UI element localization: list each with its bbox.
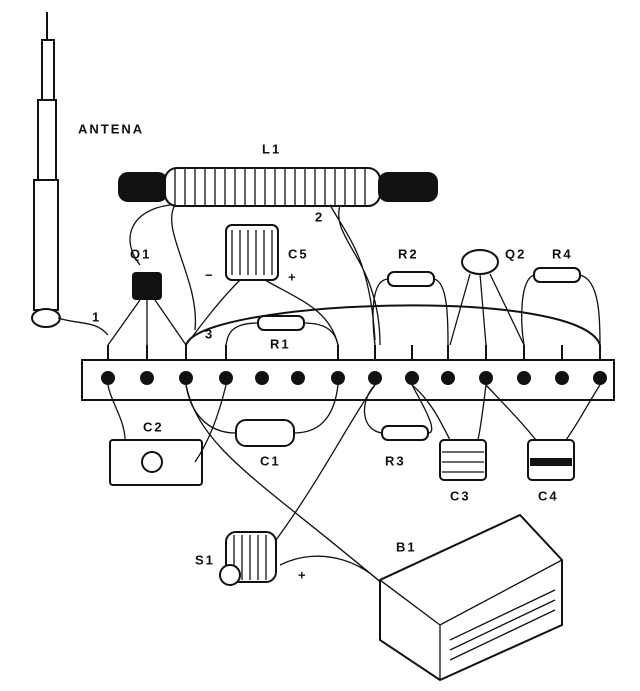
- drawing: [31, 12, 615, 682]
- label: 3: [205, 326, 214, 341]
- label: C4: [538, 488, 559, 503]
- label: R2: [398, 246, 419, 261]
- label: +: [288, 269, 298, 284]
- label: R4: [552, 246, 573, 261]
- label: 2: [315, 209, 324, 224]
- label: 1: [92, 309, 101, 324]
- label: S1: [195, 552, 215, 567]
- label: L1: [262, 141, 281, 156]
- label: C3: [450, 488, 471, 503]
- label: Q1: [130, 246, 151, 261]
- labels: ANTENA L1 Q1 C5 − + R2 Q2 R4 1 2 3 R1 C2…: [78, 121, 573, 582]
- label: C1: [260, 453, 281, 468]
- label: Q2: [505, 246, 526, 261]
- label: R1: [270, 336, 291, 351]
- label: +: [298, 567, 308, 582]
- label: ANTENA: [78, 121, 144, 136]
- label: C2: [143, 419, 164, 434]
- label: C5: [288, 246, 309, 261]
- label: R3: [385, 453, 406, 468]
- label: B1: [396, 539, 417, 554]
- label: −: [205, 267, 215, 282]
